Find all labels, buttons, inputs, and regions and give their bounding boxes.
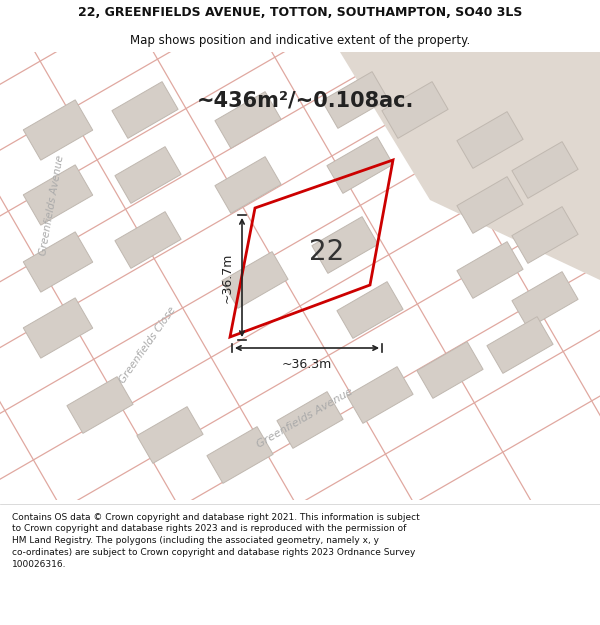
Polygon shape	[512, 207, 578, 263]
Polygon shape	[23, 165, 93, 225]
Polygon shape	[512, 272, 578, 328]
Polygon shape	[207, 427, 273, 483]
Polygon shape	[382, 82, 448, 138]
Polygon shape	[337, 282, 403, 338]
Polygon shape	[215, 92, 281, 148]
Polygon shape	[322, 72, 388, 128]
Polygon shape	[215, 157, 281, 213]
Text: ~436m²/~0.108ac.: ~436m²/~0.108ac.	[196, 90, 413, 110]
Text: ~36.7m: ~36.7m	[221, 253, 233, 302]
Polygon shape	[312, 217, 378, 273]
Text: Contains OS data © Crown copyright and database right 2021. This information is : Contains OS data © Crown copyright and d…	[12, 512, 420, 569]
Polygon shape	[115, 212, 181, 268]
Text: 22: 22	[310, 239, 344, 266]
Text: ~36.3m: ~36.3m	[282, 357, 332, 371]
Polygon shape	[417, 342, 483, 398]
Polygon shape	[222, 252, 288, 308]
Text: Map shows position and indicative extent of the property.: Map shows position and indicative extent…	[130, 34, 470, 47]
Polygon shape	[512, 142, 578, 198]
Text: 22, GREENFIELDS AVENUE, TOTTON, SOUTHAMPTON, SO40 3LS: 22, GREENFIELDS AVENUE, TOTTON, SOUTHAMP…	[78, 6, 522, 19]
Text: Greenfields Avenue: Greenfields Avenue	[255, 386, 355, 449]
Text: Greenfields Close: Greenfields Close	[118, 305, 178, 385]
Polygon shape	[23, 100, 93, 160]
Polygon shape	[67, 377, 133, 433]
Polygon shape	[115, 147, 181, 203]
Polygon shape	[137, 407, 203, 463]
Polygon shape	[487, 317, 553, 373]
Polygon shape	[23, 298, 93, 358]
Polygon shape	[457, 242, 523, 298]
Polygon shape	[457, 177, 523, 233]
Polygon shape	[457, 112, 523, 168]
Polygon shape	[112, 82, 178, 138]
Polygon shape	[340, 52, 600, 280]
Text: Greenfields Avenue: Greenfields Avenue	[38, 154, 66, 256]
Polygon shape	[23, 232, 93, 292]
Polygon shape	[277, 392, 343, 448]
Polygon shape	[347, 367, 413, 423]
Polygon shape	[327, 137, 393, 193]
